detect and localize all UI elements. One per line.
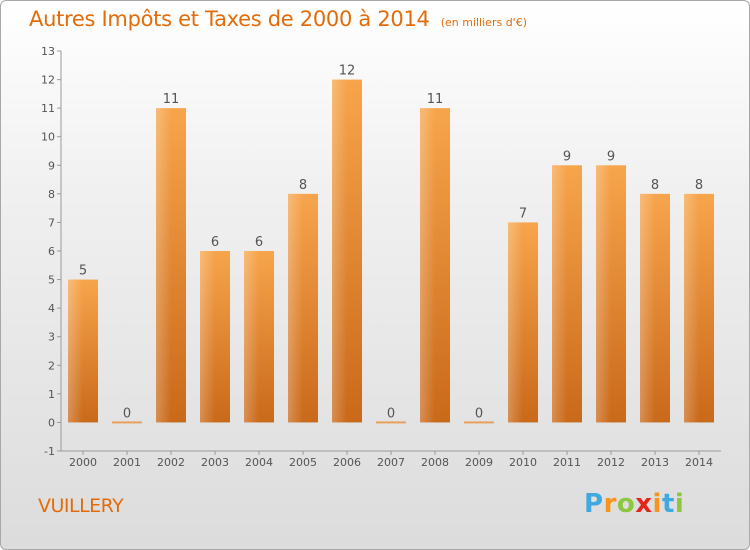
- chart-title: Autres Impôts et Taxes de 2000 à 2014: [29, 7, 430, 31]
- bar-2007: [376, 421, 406, 424]
- y-tick-label: 3: [48, 331, 55, 344]
- bar-highlight: [68, 279, 83, 423]
- bar-highlight: [596, 165, 611, 423]
- bars: [68, 79, 714, 424]
- bar-highlight: [288, 193, 303, 423]
- data-label-2014: 8: [695, 178, 703, 193]
- y-tick-label: 1: [48, 388, 55, 401]
- logo-letter: i: [674, 489, 685, 519]
- y-tick-label: -1: [44, 445, 55, 458]
- data-label-2009: 0: [475, 406, 483, 421]
- y-tick-label: 8: [48, 188, 55, 201]
- x-tick-label: 2002: [157, 456, 185, 469]
- data-label-2013: 8: [651, 178, 659, 193]
- y-tick-label: 4: [48, 302, 55, 315]
- x-tick-label: 2012: [597, 456, 625, 469]
- y-tick-label: 10: [41, 131, 55, 144]
- data-label-2011: 9: [563, 149, 571, 164]
- bar-2009: [464, 421, 494, 424]
- bar-highlight: [200, 251, 215, 423]
- bar-highlight: [244, 251, 259, 423]
- data-labels: 5 0 11 6 6 8 12 0 11 0 7 9 9 8 8: [79, 64, 703, 422]
- x-tick-label: 2005: [289, 456, 317, 469]
- bar-highlight: [156, 108, 171, 423]
- x-tick-label: 2008: [421, 456, 449, 469]
- y-tick-label: 9: [48, 159, 55, 172]
- logo-letter: t: [661, 489, 675, 519]
- x-tick-label: 2007: [377, 456, 405, 469]
- data-label-2010: 7: [519, 206, 527, 221]
- data-label-2007: 0: [387, 406, 395, 421]
- logo-letter: P: [584, 489, 604, 519]
- proxiti-logo: Proxiti: [584, 489, 684, 519]
- x-tick-label: 2009: [465, 456, 493, 469]
- chart-unit: (en milliers d'€): [440, 16, 527, 29]
- data-label-2008: 11: [427, 92, 444, 107]
- bar-highlight: [420, 108, 435, 423]
- x-tick-label: 2011: [553, 456, 581, 469]
- y-tick-label: 2: [48, 359, 55, 372]
- y-tick-label: 0: [48, 416, 55, 429]
- x-tick-label: 2010: [509, 456, 537, 469]
- data-label-2012: 9: [607, 149, 615, 164]
- x-tick-label: 2003: [201, 456, 229, 469]
- data-label-2002: 11: [163, 92, 180, 107]
- data-label-2006: 12: [339, 64, 356, 79]
- bar-2001: [112, 421, 142, 424]
- bar-highlight: [508, 222, 523, 423]
- data-label-2004: 6: [255, 235, 263, 250]
- x-tick-label: 2000: [69, 456, 97, 469]
- data-label-2000: 5: [79, 264, 87, 279]
- bar-highlight: [684, 193, 699, 423]
- y-tick-label: 11: [41, 102, 55, 115]
- x-tick-label: 2001: [113, 456, 141, 469]
- x-tick-label: 2006: [333, 456, 361, 469]
- y-tick-label: 5: [48, 274, 55, 287]
- bar-highlight: [640, 193, 655, 423]
- bar-highlight: [552, 165, 567, 423]
- data-label-2001: 0: [123, 406, 131, 421]
- logo-letter: x: [635, 489, 653, 519]
- logo-letter: r: [603, 489, 617, 519]
- logo-letter: o: [616, 489, 636, 519]
- place-name: VUILLERY: [38, 495, 124, 517]
- bar-highlight: [332, 79, 347, 423]
- x-tick-label: 2013: [641, 456, 669, 469]
- data-label-2003: 6: [211, 235, 219, 250]
- y-tick-label: 13: [41, 45, 55, 58]
- data-label-2005: 8: [299, 178, 307, 193]
- y-tick-label: 12: [41, 74, 55, 87]
- x-tick-label: 2014: [685, 456, 713, 469]
- chart-title-block: Autres Impôts et Taxes de 2000 à 2014 (e…: [29, 7, 527, 31]
- x-tick-label: 2004: [245, 456, 273, 469]
- logo-letter: i: [652, 489, 662, 519]
- y-tick-label: 6: [48, 245, 55, 258]
- y-tick-label: 7: [48, 216, 55, 229]
